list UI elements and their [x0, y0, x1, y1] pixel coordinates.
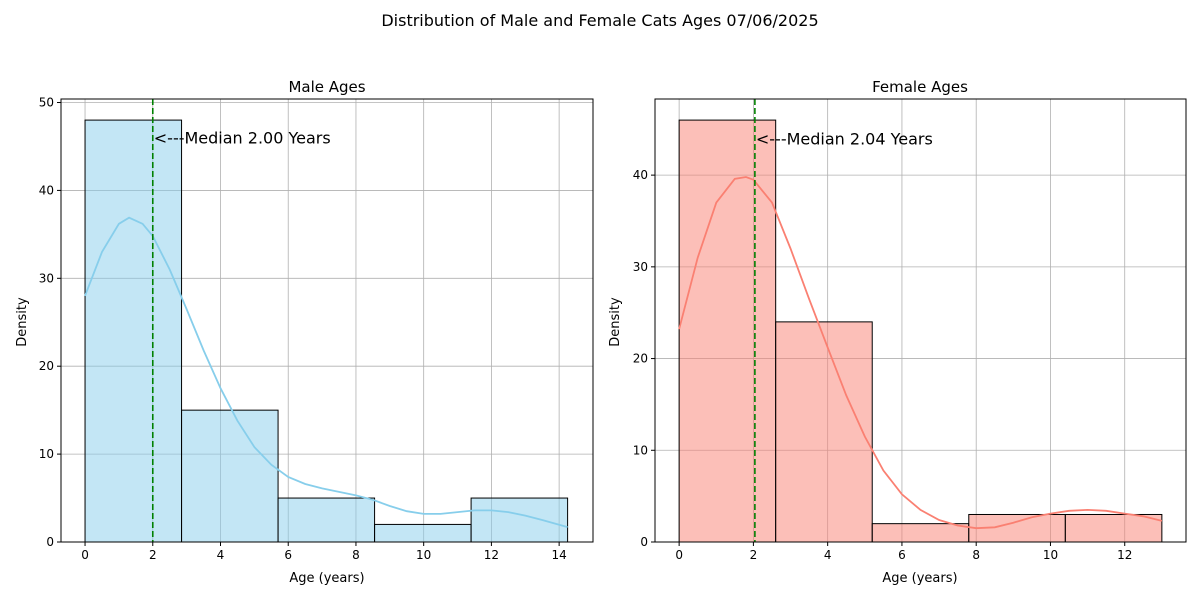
male-x-tick-label: 14	[551, 548, 566, 562]
female-y-tick-label: 10	[633, 443, 648, 457]
female-x-tick-label: 0	[675, 548, 683, 562]
female-histogram-bar	[678, 119, 777, 543]
female-x-tick-label: 6	[898, 548, 906, 562]
male-kde-curve	[84, 216, 568, 528]
female-x-tick-label: 4	[824, 548, 832, 562]
male-axes-frame	[60, 98, 594, 543]
female-y-axis-label: Density	[608, 297, 623, 347]
female-y-tick-label: 0	[640, 535, 648, 549]
male-x-tick-label: 4	[217, 548, 225, 562]
male-histogram-bar	[181, 409, 279, 543]
female-x-tick-label: 2	[750, 548, 758, 562]
male-x-tick-label: 12	[484, 548, 499, 562]
male-y-axis-label: Density	[15, 297, 30, 347]
female-x-axis-label: Age (years)	[882, 571, 957, 586]
male-y-tick-label: 20	[39, 359, 54, 373]
male-chart-title: Male Ages	[288, 78, 365, 96]
male-median-annotation: <---Median 2.00 Years	[154, 129, 331, 148]
female-chart-title: Female Ages	[872, 78, 968, 96]
male-y-tick-label: 40	[39, 183, 54, 197]
male-histogram-bar	[277, 497, 376, 543]
male-x-tick-label: 10	[416, 548, 431, 562]
female-x-tick-label: 12	[1117, 548, 1132, 562]
male-histogram-bar	[374, 523, 472, 543]
female-histogram-bar	[775, 321, 873, 543]
female-kde-curve	[678, 176, 1163, 530]
male-y-tick-label: 0	[46, 535, 54, 549]
female-histogram-bar	[1064, 513, 1163, 543]
male-ages-chart: Male Ages Age (years) Density <---Median…	[15, 78, 594, 586]
female-x-tick-label: 10	[1043, 548, 1058, 562]
male-histogram-bar	[84, 119, 183, 543]
male-y-tick-label: 50	[39, 96, 54, 110]
male-x-tick-label: 2	[149, 548, 157, 562]
female-y-tick-label: 20	[633, 352, 648, 366]
male-x-tick-label: 6	[284, 548, 292, 562]
female-histogram-bar	[871, 523, 970, 543]
male-x-axis-label: Age (years)	[289, 571, 364, 586]
female-y-tick-label: 40	[633, 168, 648, 182]
male-histogram-bar	[470, 497, 569, 543]
female-x-tick-label: 8	[972, 548, 980, 562]
female-y-tick-label: 30	[633, 260, 648, 274]
male-x-tick-label: 8	[352, 548, 360, 562]
female-ages-chart: Female Ages Age (years) Density <---Medi…	[608, 78, 1187, 586]
male-y-tick-label: 10	[39, 447, 54, 461]
figure-title: Distribution of Male and Female Cats Age…	[381, 11, 818, 30]
male-y-tick-label: 30	[39, 271, 54, 285]
male-x-tick-label: 0	[81, 548, 89, 562]
female-axes-frame	[654, 98, 1187, 543]
female-median-annotation: <---Median 2.04 Years	[756, 129, 933, 148]
